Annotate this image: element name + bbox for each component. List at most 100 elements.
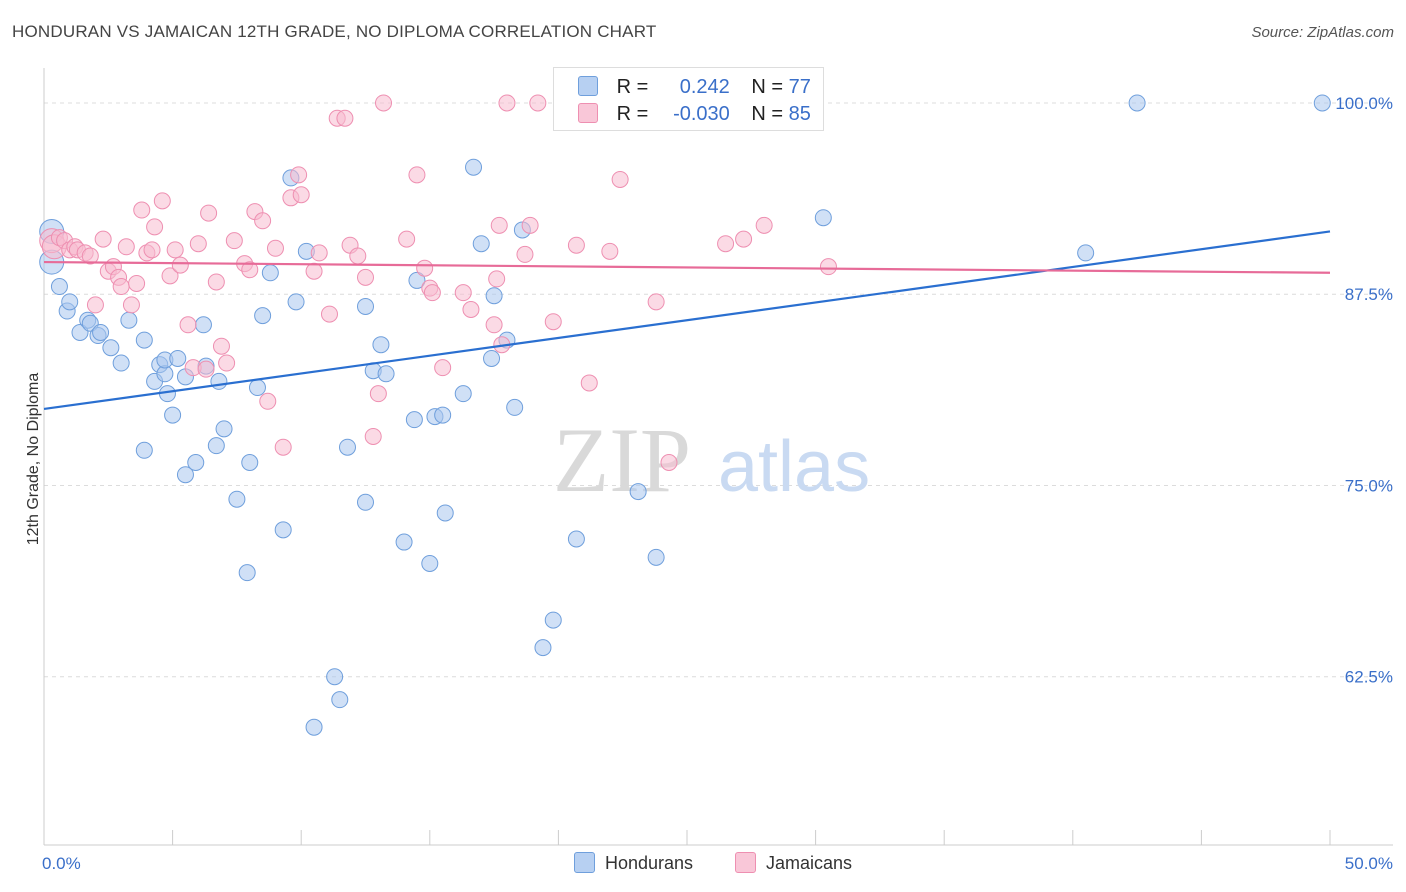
honduran-point bbox=[454, 385, 472, 403]
honduran-point bbox=[814, 209, 832, 227]
honduran-point bbox=[357, 297, 374, 315]
hondurans-r-value: 0.242 bbox=[679, 76, 730, 98]
honduran-point bbox=[485, 287, 503, 305]
jamaican-point bbox=[128, 274, 146, 292]
jamaican-point bbox=[200, 204, 218, 222]
jamaican-point bbox=[146, 218, 164, 236]
jamaican-point bbox=[488, 270, 506, 288]
legend-row-jamaicans: R = -0.030 N = 85 bbox=[578, 103, 811, 125]
jamaican-point bbox=[498, 94, 516, 112]
honduran-point bbox=[92, 323, 110, 341]
jamaican-point bbox=[454, 284, 472, 302]
jamaican-point bbox=[320, 305, 338, 323]
honduran-point bbox=[647, 548, 665, 566]
jamaican-point bbox=[735, 230, 753, 248]
r-label: R = bbox=[616, 76, 649, 98]
honduran-point bbox=[408, 271, 426, 289]
jamaican-point bbox=[171, 256, 189, 274]
honduran-point bbox=[120, 311, 138, 329]
watermark-atlas: atlas bbox=[718, 427, 870, 507]
honduran-point bbox=[377, 365, 395, 383]
jamaican-point bbox=[212, 337, 230, 355]
jamaican-point bbox=[717, 235, 735, 253]
honduran-point bbox=[112, 354, 130, 372]
honduran-point bbox=[207, 437, 225, 455]
jamaican-point bbox=[305, 262, 323, 280]
hondurans-points bbox=[39, 94, 1331, 736]
honduran-point bbox=[483, 349, 501, 367]
honduran-point bbox=[472, 235, 490, 253]
honduran-point bbox=[326, 668, 344, 686]
honduran-point bbox=[534, 639, 552, 657]
honduran-point bbox=[506, 398, 524, 416]
honduran-point bbox=[305, 718, 323, 736]
honduran-point bbox=[50, 278, 68, 296]
jamaican-point bbox=[647, 293, 665, 311]
jamaicans-trend-line bbox=[43, 260, 1331, 274]
jamaican-point bbox=[310, 244, 328, 262]
jamaican-point bbox=[112, 278, 130, 296]
honduran-point bbox=[241, 454, 259, 471]
honduran-point bbox=[187, 454, 205, 471]
honduran-point bbox=[421, 554, 439, 572]
jamaicans-legend-swatch bbox=[735, 852, 756, 873]
honduran-point bbox=[61, 293, 79, 311]
honduran-point bbox=[465, 158, 483, 176]
honduran-point bbox=[261, 264, 279, 282]
jamaicans-legend-label: Jamaicans bbox=[766, 853, 853, 873]
jamaican-point bbox=[117, 238, 135, 256]
n-label: N = bbox=[751, 103, 784, 125]
jamaican-point bbox=[218, 354, 236, 372]
honduran-point bbox=[176, 466, 194, 484]
bottom-legend-hondurans: Hondurans bbox=[574, 852, 693, 876]
honduran-point bbox=[372, 336, 390, 354]
jamaican-point bbox=[274, 438, 292, 456]
chart-title: HONDURAN VS JAMAICAN 12TH GRADE, NO DIPL… bbox=[12, 22, 657, 41]
bottom-legend-jamaicans: Jamaicans bbox=[735, 852, 852, 876]
jamaican-point bbox=[153, 192, 171, 210]
jamaican-point bbox=[485, 316, 503, 334]
honduran-point bbox=[567, 530, 585, 548]
hondurans-n-value: 77 bbox=[788, 76, 811, 98]
jamaican-point bbox=[290, 166, 308, 184]
jamaican-point bbox=[567, 236, 585, 254]
honduran-point bbox=[544, 611, 562, 629]
correlation-legend: R = 0.242 N = 77 R = -0.030 N = 85 bbox=[553, 67, 824, 131]
jamaican-point bbox=[375, 94, 393, 112]
jamaican-point bbox=[292, 186, 310, 204]
honduran-point bbox=[405, 411, 423, 429]
jamaican-point bbox=[349, 247, 367, 265]
jamaican-point bbox=[364, 427, 382, 445]
x-tick-label: 0.0% bbox=[42, 854, 81, 873]
honduran-point bbox=[248, 379, 266, 397]
hondurans-trend-line bbox=[43, 230, 1331, 411]
source-label: Source: ZipAtlas.com bbox=[1251, 24, 1394, 41]
jamaicans-r-value: -0.030 bbox=[673, 103, 730, 125]
jamaican-point bbox=[143, 241, 161, 259]
honduran-point bbox=[210, 372, 228, 390]
y-tick-label: 75.0% bbox=[1345, 476, 1393, 495]
honduran-point bbox=[254, 307, 272, 325]
jamaican-point bbox=[462, 301, 480, 318]
y-axis-label: 12th Grade, No Diploma bbox=[25, 372, 42, 546]
honduran-point bbox=[274, 521, 292, 539]
jamaicans-swatch bbox=[578, 103, 598, 123]
honduran-point bbox=[1077, 244, 1095, 262]
jamaican-point bbox=[161, 267, 179, 285]
jamaican-point bbox=[166, 241, 184, 259]
honduran-point bbox=[194, 316, 212, 334]
jamaican-point bbox=[529, 94, 547, 112]
honduran-point bbox=[228, 490, 246, 508]
jamaican-point bbox=[408, 166, 426, 184]
jamaican-point bbox=[133, 201, 151, 219]
honduran-point bbox=[395, 533, 413, 551]
jamaican-point bbox=[516, 245, 534, 263]
legend-row-hondurans: R = 0.242 N = 77 bbox=[578, 76, 811, 98]
jamaican-point bbox=[398, 230, 416, 248]
jamaican-point bbox=[369, 385, 387, 403]
trend-lines bbox=[43, 230, 1331, 411]
honduran-point bbox=[1313, 94, 1331, 112]
jamaican-point bbox=[580, 374, 598, 392]
y-tick-label: 62.5% bbox=[1345, 668, 1393, 687]
